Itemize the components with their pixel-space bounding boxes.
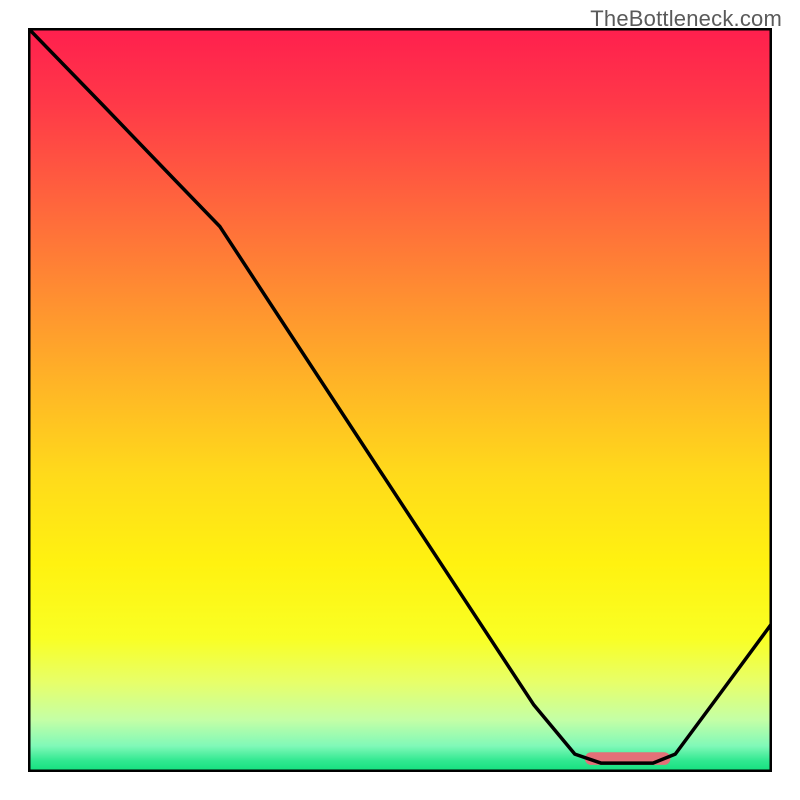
chart-container: TheBottleneck.com [0, 0, 800, 800]
watermark-text: TheBottleneck.com [590, 6, 782, 32]
plot-area [28, 28, 772, 772]
chart-svg [28, 28, 772, 772]
gradient-background [28, 28, 772, 772]
